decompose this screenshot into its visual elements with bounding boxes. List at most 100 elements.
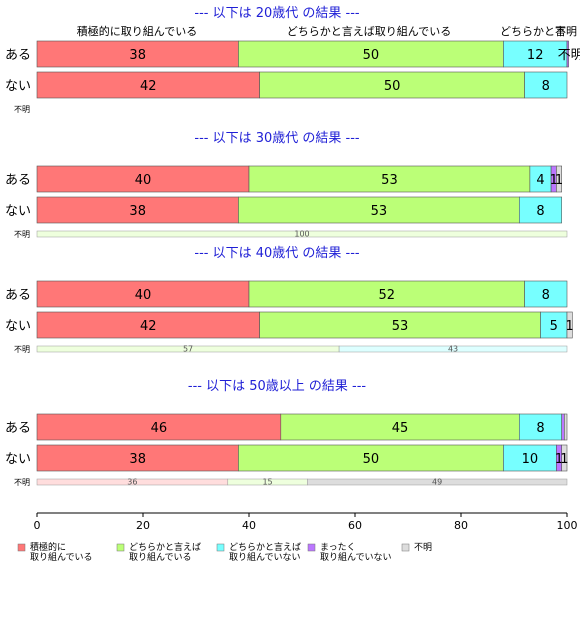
bar-label-1-0-1: 53 <box>381 173 398 188</box>
bar-label-2-0-2: 8 <box>542 288 550 303</box>
legend-swatch-1 <box>116 543 125 552</box>
bar-segment-3-0-4 <box>564 413 568 441</box>
bar-segment-3-0-1 <box>280 413 520 441</box>
x-tick-label-0: 0 <box>34 519 41 532</box>
bar-segment-1-0-4 <box>556 165 563 193</box>
bar-segment-1-1-0 <box>36 196 239 224</box>
bar-label-2-1-4: 1 <box>566 319 574 334</box>
bar-label-1-0-3: 1 <box>550 173 558 188</box>
bar-label-1-0-0: 40 <box>135 173 152 188</box>
row-label-1-1: ない <box>5 204 31 219</box>
legend-label-3-1: 取り組んでいない <box>320 551 392 563</box>
bar-segment-3-0-3 <box>561 413 565 441</box>
bar-label-2-1-2: 5 <box>550 319 558 334</box>
panel-title-3: --- 以下は 50歳以上 の結果 --- <box>188 379 367 394</box>
bar-segment-2-1-4 <box>566 311 573 339</box>
category-header-3: 不明 <box>555 25 577 38</box>
bar-segment-0-0-1 <box>238 40 504 68</box>
legend-swatch-0 <box>17 543 26 552</box>
bar-segment-2-1-1 <box>259 311 541 339</box>
bar-segment-3-0-2 <box>518 413 562 441</box>
bar-label-0-0-0: 38 <box>129 48 146 63</box>
bar-label-1-0-4: 1 <box>555 173 563 188</box>
unknown-row-label-3: 不明 <box>14 478 30 487</box>
row-label-3-0: ある <box>5 421 31 436</box>
row-label-2-0: ある <box>5 288 31 303</box>
unknown-label-3-0: 36 <box>127 478 137 487</box>
bar-segment-1-1-1 <box>238 196 520 224</box>
legend-swatch-3 <box>307 543 316 552</box>
x-tick-label-1: 20 <box>136 519 150 532</box>
panel-title-2: --- 以下は 40歳代 の結果 --- <box>194 246 360 261</box>
legend-label-4-0: 不明 <box>414 542 432 553</box>
bar-segment-0-0-3 <box>566 40 569 68</box>
legend-label-0-0: 積極的に <box>30 541 66 553</box>
bar-label-2-0-1: 52 <box>379 288 396 303</box>
x-tick-label-4: 80 <box>454 519 468 532</box>
bar-label-0-0-2: 12 <box>527 48 544 63</box>
legend-label-2-1: 取り組んでいない <box>229 551 301 563</box>
unknown-label-2-2: 43 <box>448 345 458 354</box>
bar-label-3-0-2: 8 <box>536 421 544 436</box>
bar-label-3-0-0: 46 <box>151 421 168 436</box>
x-tick-label-2: 40 <box>242 519 256 532</box>
legend-label-0-1: 取り組んでいる <box>30 551 93 563</box>
row-label-1-0: ある <box>5 173 31 188</box>
bar-label-3-1-4: 1 <box>560 452 568 467</box>
bar-segment-0-1-1 <box>259 71 525 99</box>
legend-label-3-0: まったく <box>320 542 356 553</box>
unknown-row-label-1: 不明 <box>14 230 30 239</box>
row-label-3-1: ない <box>5 452 31 467</box>
legend-label-1-0: どちらかと言えば <box>129 541 201 553</box>
bar-label-1-1-2: 8 <box>536 204 544 219</box>
bar-label-0-0-1: 50 <box>363 48 380 63</box>
bar-label-3-0-1: 45 <box>392 421 409 436</box>
category-header-1: どちらかと言えば取り組んでいる <box>287 25 451 38</box>
unknown-row-label-2: 不明 <box>14 345 30 354</box>
bar-label-1-0-2: 4 <box>536 173 544 188</box>
bar-label-2-0-0: 40 <box>135 288 152 303</box>
bar-segment-3-0-0 <box>36 413 282 441</box>
unknown-label-3-1: 15 <box>262 478 272 487</box>
legend-swatch-4 <box>401 543 410 552</box>
unknown-label-1-1: 100 <box>294 230 309 239</box>
category-header-2: どちらかと言 <box>500 25 566 38</box>
unknown-label-2-1: 57 <box>183 345 193 354</box>
bar-label-3-1-0: 38 <box>129 452 146 467</box>
bar-label-0-1-1: 50 <box>384 79 401 94</box>
bar-label-2-1-0: 42 <box>140 319 157 334</box>
bar-segment-2-1-0 <box>36 311 260 339</box>
unknown-row-label-0: 不明 <box>14 105 30 114</box>
bar-segment-1-1-2 <box>518 196 562 224</box>
bar-segment-3-1-4 <box>561 444 568 472</box>
bar-segment-3-1-0 <box>36 444 239 472</box>
legend-label-2-0: どちらかと言えば <box>229 541 301 553</box>
unknown-segment-3-4 <box>307 478 568 486</box>
bar-segment-0-1-2 <box>524 71 568 99</box>
row-label-2-1: ない <box>5 319 31 334</box>
panel-title-1: --- 以下は 30歳代 の結果 --- <box>194 131 360 146</box>
row-label-0-0: ある <box>5 48 31 63</box>
bar-segment-2-0-1 <box>248 280 525 308</box>
x-tick-label-5: 100 <box>557 519 578 532</box>
bar-segment-2-1-2 <box>540 311 568 339</box>
bar-label-3-1-3: 1 <box>555 452 563 467</box>
bar-segment-2-0-2 <box>524 280 568 308</box>
bar-label-3-1-2: 10 <box>522 452 539 467</box>
legend-label-1-1: 取り組んでいる <box>129 551 192 563</box>
unknown-segment-2-2 <box>338 345 568 353</box>
bar-segment-1-0-0 <box>36 165 250 193</box>
unknown-label-3-4: 49 <box>432 478 442 487</box>
bar-label-1-1-1: 53 <box>371 204 388 219</box>
bar-label-1-1-0: 38 <box>129 204 146 219</box>
bar-segment-3-1-1 <box>238 444 504 472</box>
row-label-0-1: ない <box>5 79 31 94</box>
x-tick-label-3: 60 <box>348 519 362 532</box>
legend-swatch-2 <box>216 543 225 552</box>
bar-label-2-1-1: 53 <box>392 319 409 334</box>
bar-segment-1-0-1 <box>248 165 531 193</box>
unknown-segment-1-1 <box>36 230 568 238</box>
category-header-0: 積極的に取り組んでいる <box>77 24 197 38</box>
bar-label-3-1-1: 50 <box>363 452 380 467</box>
